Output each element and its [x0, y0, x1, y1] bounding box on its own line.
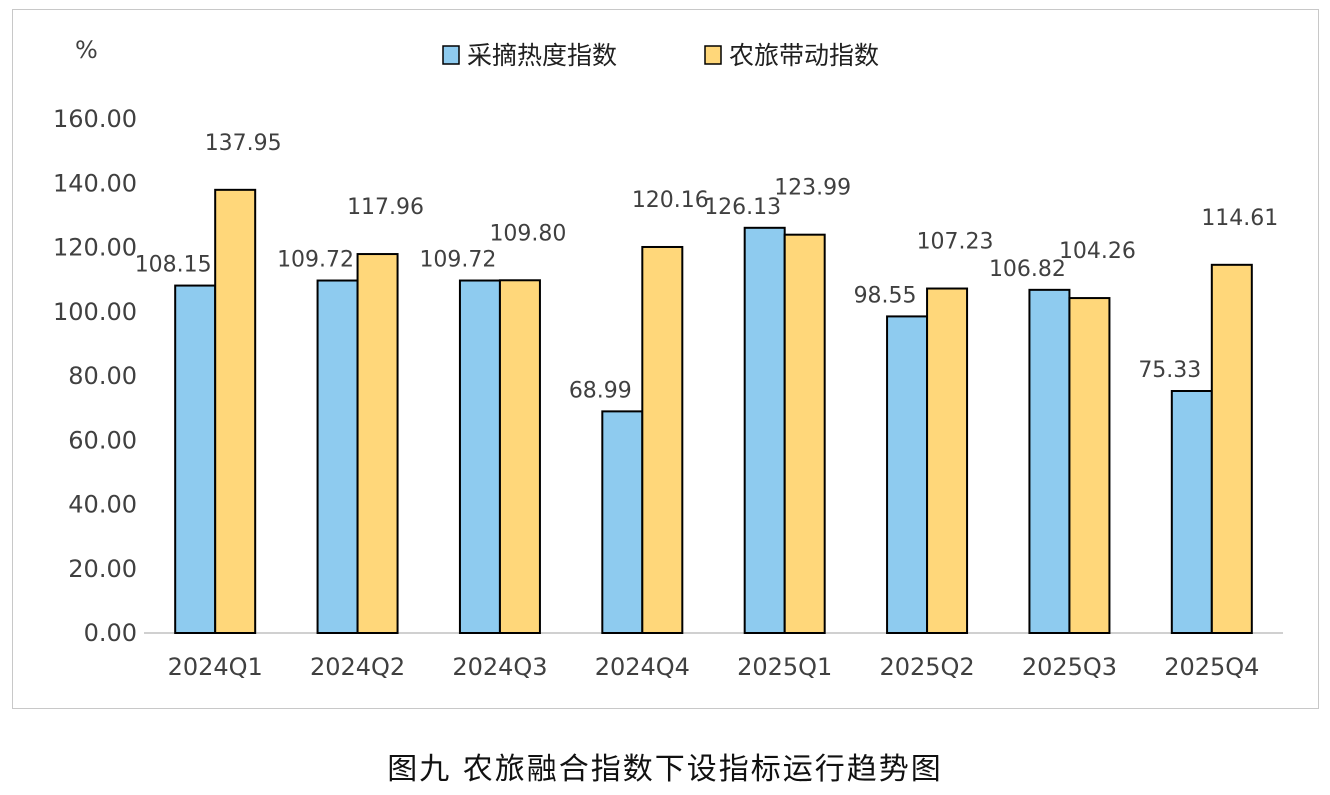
x-tick-label: 2025Q1 — [737, 653, 832, 681]
y-tick-label: 100.00 — [53, 298, 137, 326]
y-tick-label: 140.00 — [53, 169, 137, 197]
data-label: 107.23 — [917, 230, 994, 255]
data-label: 75.33 — [1138, 358, 1201, 383]
legend-swatch — [704, 45, 722, 65]
chart-frame: % 0.00 20.00 40.00 60.00 80.00 100.00 120.00 140… — [12, 9, 1319, 709]
bar-series-2 — [1210, 263, 1253, 634]
x-tick-label: 2024Q3 — [452, 653, 547, 681]
y-tick-label: 0.00 — [84, 619, 137, 647]
bar-series-1 — [174, 284, 217, 634]
legend-label: 农旅带动指数 — [729, 41, 879, 70]
bar-series-1 — [1028, 288, 1071, 634]
data-label: 98.55 — [854, 283, 917, 308]
bar-series-2 — [1068, 297, 1111, 634]
data-label: 126.13 — [704, 195, 781, 220]
bar-series-2 — [498, 279, 541, 634]
data-label: 120.16 — [632, 188, 709, 213]
legend-swatch — [442, 45, 460, 65]
bar-series-1 — [1170, 390, 1213, 634]
x-tick-label: 2024Q4 — [595, 653, 690, 681]
bar-series-2 — [356, 253, 399, 634]
y-tick-label: 120.00 — [53, 234, 137, 262]
bar-series-1 — [886, 315, 929, 634]
x-tick-label: 2025Q2 — [879, 653, 974, 681]
bar-series-2 — [641, 245, 684, 634]
bar-series-1 — [458, 279, 501, 634]
data-label: 123.99 — [774, 176, 851, 201]
bar-series-1 — [601, 410, 644, 634]
data-label: 106.82 — [989, 257, 1066, 282]
y-tick-label: 160.00 — [53, 105, 137, 133]
figure-caption: 图九 农旅融合指数下设指标运行趋势图 — [387, 752, 943, 787]
x-tick-label: 2024Q1 — [168, 653, 263, 681]
y-tick-label: 20.00 — [68, 555, 137, 583]
data-label: 137.95 — [205, 131, 282, 156]
x-tick-label: 2025Q3 — [1022, 653, 1117, 681]
bar-series-2 — [214, 188, 257, 634]
x-tick-label: 2024Q2 — [310, 653, 405, 681]
data-label: 68.99 — [569, 378, 632, 403]
bar-series-2 — [783, 233, 826, 634]
bar-chart: % 0.00 20.00 40.00 60.00 80.00 100.00 120.00 140… — [53, 36, 1283, 681]
y-tick-label: 40.00 — [68, 491, 137, 519]
y-tick-label: 60.00 — [68, 426, 137, 454]
bar-series-1 — [316, 279, 359, 634]
data-label: 109.72 — [277, 248, 354, 273]
y-tick-label: 80.00 — [68, 362, 137, 390]
data-label: 109.80 — [489, 221, 566, 246]
legend-label: 采摘热度指数 — [467, 41, 617, 70]
bar-series-2 — [926, 287, 969, 634]
data-label: 114.61 — [1201, 206, 1278, 231]
data-label: 104.26 — [1059, 239, 1136, 264]
data-label: 108.15 — [135, 253, 212, 278]
y-axis-unit: % — [75, 36, 98, 64]
data-label: 109.72 — [419, 248, 496, 273]
x-tick-label: 2025Q4 — [1164, 653, 1259, 681]
data-label: 117.96 — [347, 195, 424, 220]
bar-series-1 — [743, 226, 786, 634]
